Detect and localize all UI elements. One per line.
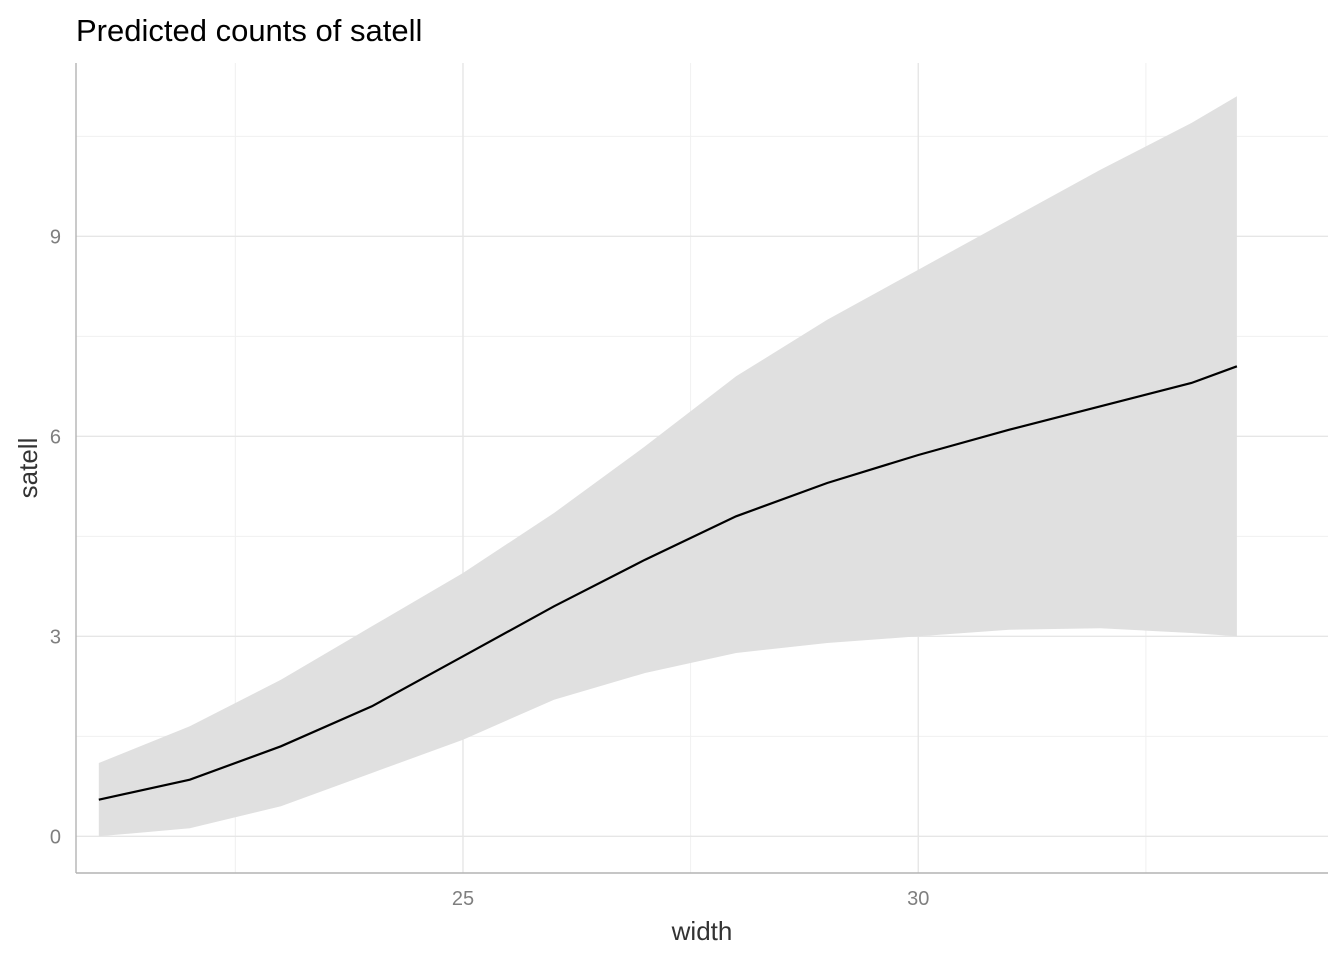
x-axis-title: width [671,916,733,946]
y-tick-label: 6 [50,426,61,448]
y-tick-label: 9 [50,226,61,248]
y-tick-label: 0 [50,826,61,848]
y-axis-title: satell [13,438,43,499]
x-tick-label: 25 [452,888,474,910]
x-tick-label: 30 [907,888,929,910]
chart-title: Predicted counts of satell [76,13,422,48]
predicted-count-line [98,365,1238,801]
prediction-line-layer [98,365,1238,801]
y-tick-label: 3 [50,626,61,648]
y-tick-labels: 0 3 6 9 [50,226,61,848]
confidence-band-layer [98,96,1237,837]
confidence-band [98,96,1237,837]
x-tick-labels: 25 30 [452,888,930,910]
